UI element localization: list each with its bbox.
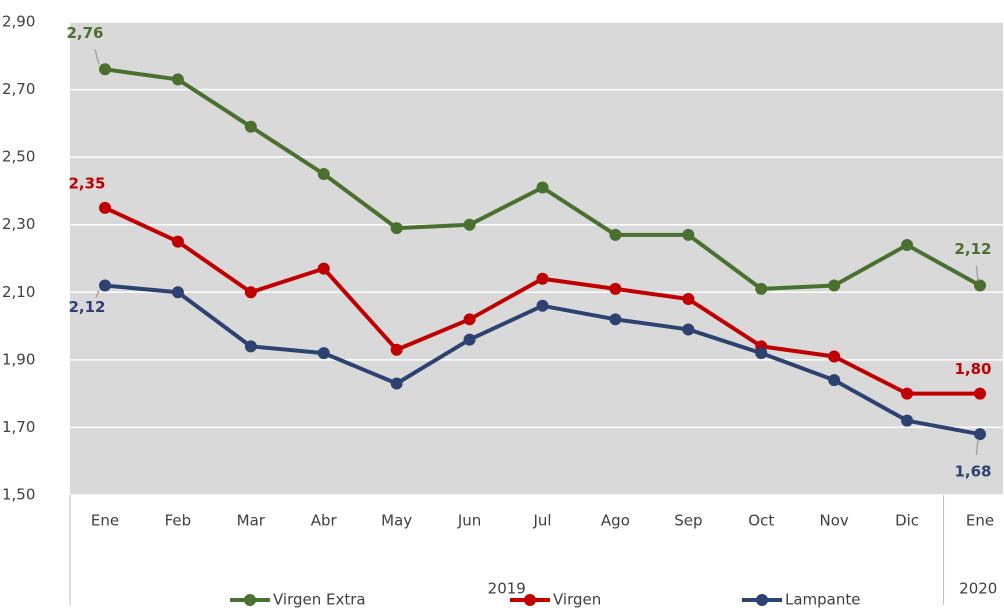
x-tick-label: Ene — [91, 512, 119, 530]
data-point — [974, 387, 986, 400]
y-tick-label: 1,70 — [2, 418, 35, 436]
data-point — [901, 387, 914, 400]
legend-swatch — [524, 594, 536, 606]
data-point — [317, 168, 330, 181]
x-group-label: 2020 — [959, 580, 997, 598]
data-point — [171, 73, 184, 86]
data-point — [682, 228, 695, 241]
data-label: 2,12 — [68, 298, 105, 316]
legend-label: Lampante — [785, 591, 861, 608]
data-label: 2,12 — [954, 240, 991, 258]
x-tick-label: Dic — [895, 512, 919, 530]
leader-line — [95, 290, 100, 298]
data-point — [317, 347, 330, 360]
data-label: 2,35 — [68, 174, 105, 192]
data-point — [536, 181, 549, 194]
data-point — [609, 282, 622, 295]
leader-line — [94, 49, 100, 65]
data-point — [99, 279, 111, 292]
data-label: 2,76 — [66, 24, 103, 42]
data-point — [244, 120, 257, 133]
x-tick-label: Sep — [674, 512, 702, 530]
legend-swatch — [244, 594, 256, 606]
y-tick-label: 2,10 — [2, 283, 35, 301]
data-point — [609, 228, 622, 241]
data-point — [99, 63, 111, 76]
x-tick-label: Feb — [165, 512, 192, 530]
x-tick-label: Nov — [820, 512, 849, 530]
y-tick-label: 2,70 — [2, 80, 35, 98]
data-point — [99, 201, 111, 214]
data-point — [317, 262, 330, 275]
x-tick-label: Mar — [237, 512, 266, 530]
x-tick-label: Oct — [748, 512, 774, 530]
data-point — [828, 350, 841, 363]
leader-line — [975, 439, 979, 456]
x-tick-label: Jul — [532, 512, 551, 530]
x-group-label: 2019 — [488, 580, 526, 598]
data-point — [463, 333, 476, 346]
leader-line — [975, 265, 979, 281]
data-point — [901, 414, 914, 427]
y-tick-label: 1,50 — [2, 486, 35, 504]
plot-area — [70, 22, 1003, 495]
legend-label: Virgen — [553, 591, 601, 608]
data-point — [171, 235, 184, 248]
data-point — [390, 343, 403, 356]
data-label: 1,68 — [954, 463, 991, 481]
y-tick-label: 2,50 — [2, 148, 35, 166]
x-tick-label: May — [381, 512, 412, 530]
x-tick-label: Ago — [601, 512, 630, 530]
data-point — [828, 374, 841, 387]
y-tick-label: 2,90 — [2, 13, 35, 31]
data-point — [463, 218, 476, 231]
data-point — [901, 238, 914, 251]
data-point — [755, 347, 768, 360]
data-point — [682, 323, 695, 336]
data-label: 1,80 — [954, 360, 991, 378]
data-point — [390, 222, 403, 235]
data-point — [390, 377, 403, 390]
data-point — [463, 313, 476, 326]
y-tick-label: 2,30 — [2, 215, 35, 233]
x-tick-label: Jun — [457, 512, 481, 530]
legend-label: Virgen Extra — [273, 591, 366, 608]
legend-swatch — [756, 594, 768, 606]
data-point — [609, 313, 622, 326]
data-point — [244, 286, 257, 299]
data-point — [536, 299, 549, 312]
data-point — [755, 282, 768, 295]
x-tick-label: Abr — [311, 512, 338, 530]
x-tick-label: Ene — [966, 512, 994, 530]
data-point — [828, 279, 841, 292]
data-point — [171, 286, 184, 299]
data-point — [974, 428, 986, 441]
data-point — [244, 340, 257, 353]
data-point — [974, 279, 986, 292]
data-point — [536, 272, 549, 285]
y-tick-label: 1,90 — [2, 350, 35, 368]
data-point — [682, 293, 695, 306]
